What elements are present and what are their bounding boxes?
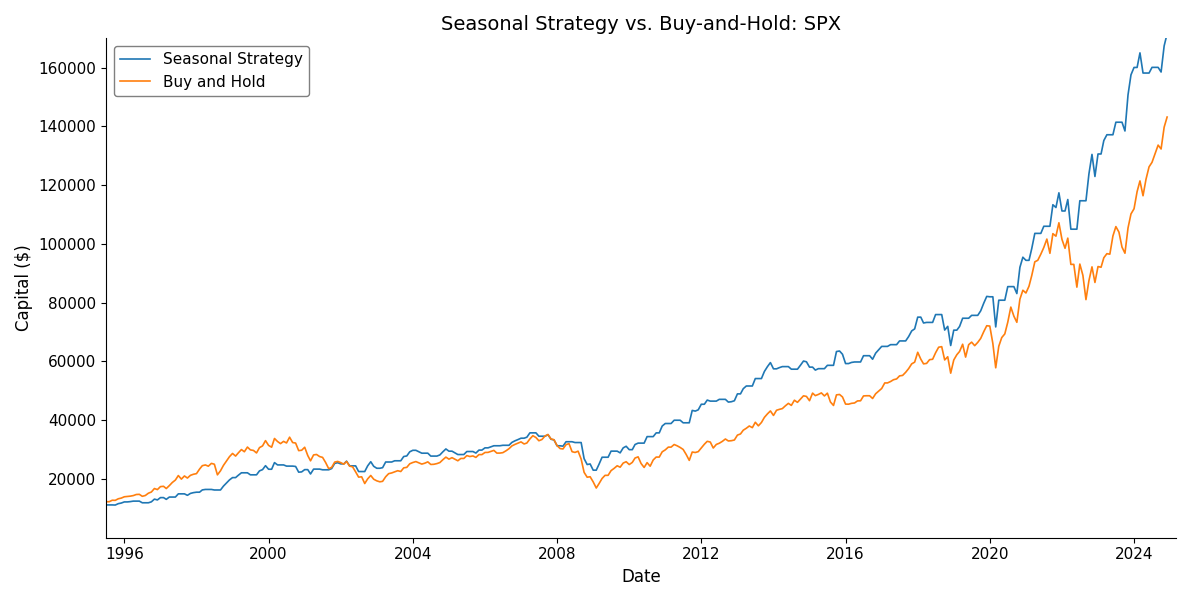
- Title: Seasonal Strategy vs. Buy-and-Hold: SPX: Seasonal Strategy vs. Buy-and-Hold: SPX: [441, 15, 841, 34]
- X-axis label: Date: Date: [622, 568, 661, 586]
- Legend: Seasonal Strategy, Buy and Hold: Seasonal Strategy, Buy and Hold: [114, 46, 308, 96]
- Y-axis label: Capital ($): Capital ($): [15, 245, 33, 331]
- Line: Seasonal Strategy: Seasonal Strategy: [88, 34, 1167, 508]
- Line: Buy and Hold: Buy and Hold: [88, 117, 1167, 508]
